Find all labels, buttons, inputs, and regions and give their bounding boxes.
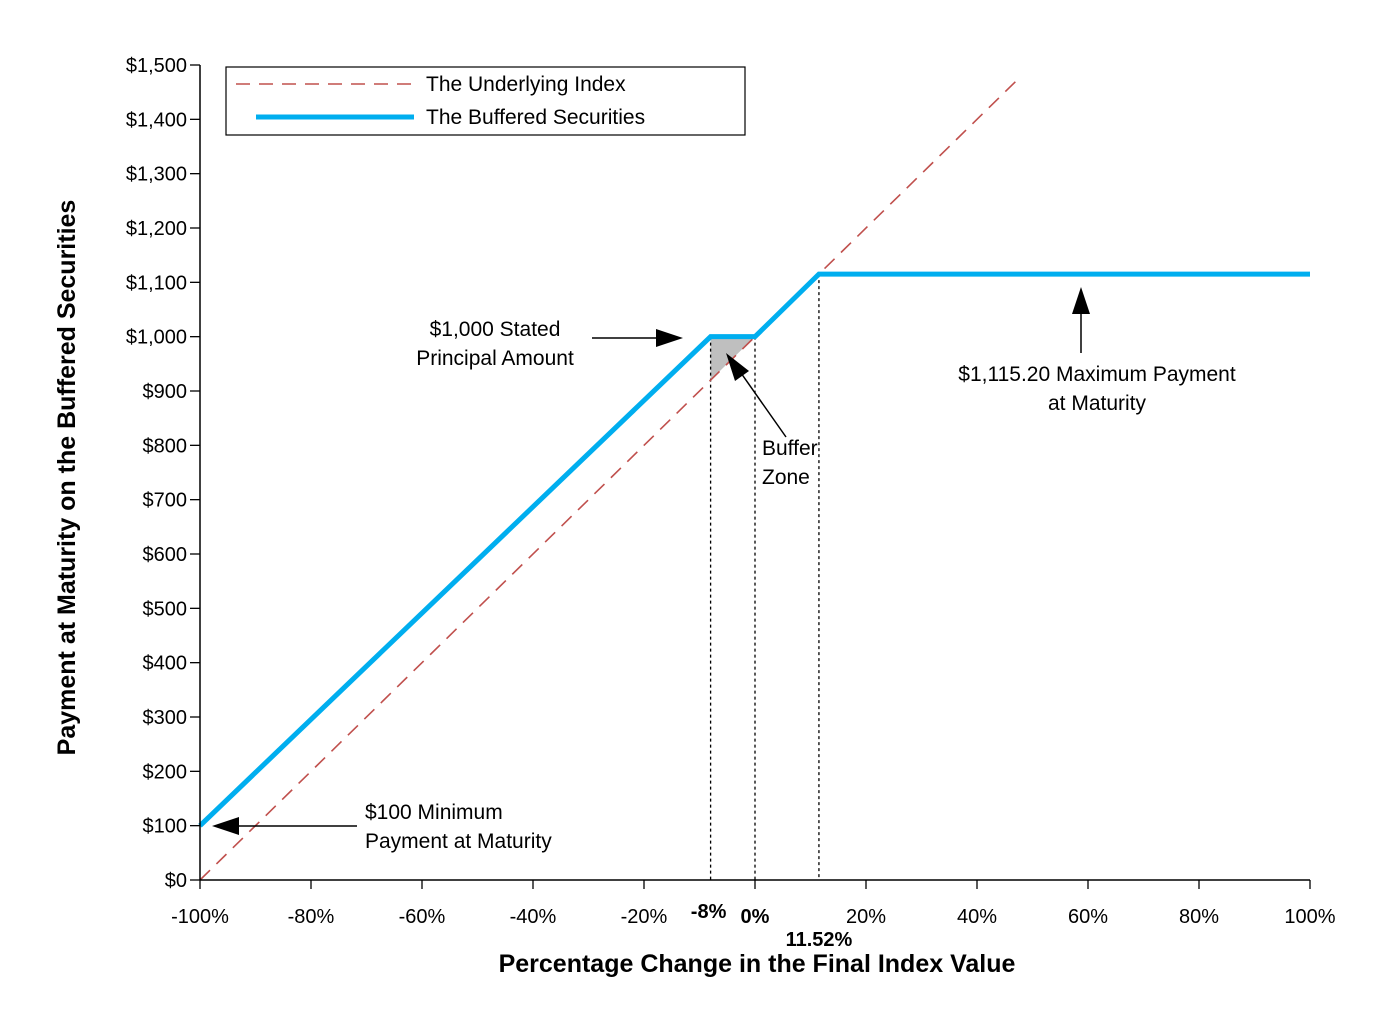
tick-labels: $0 $100 $200 $300 $400 $500 $600 $700 $800 $900 $1… (126, 55, 1336, 951)
x-tick-label: 60% (1068, 906, 1108, 928)
x-tick-label: 40% (957, 906, 997, 928)
arrow-max-payment (1072, 287, 1090, 353)
y-tick-label: $700 (143, 490, 188, 512)
annotation-max-payment-line2: at Maturity (1048, 392, 1147, 415)
y-tick-label: $800 (143, 435, 188, 457)
arrow-stated-principal (592, 329, 683, 347)
y-tick-label: $100 (143, 816, 188, 838)
x-tick-label: -20% (621, 906, 668, 928)
y-tick-label: $600 (143, 544, 188, 566)
annotation-buffer-zone-line1: Buffer (762, 437, 818, 460)
series-line-underlying-index (199, 78, 1020, 881)
legend: The Underlying Index The Buffered Securi… (225, 66, 746, 136)
x-tick-label: 20% (846, 906, 886, 928)
annotation-stated-principal-line1: $1,000 Stated (430, 318, 561, 341)
annotation-min-payment-line1: $100 Minimum (365, 801, 503, 824)
special-x-tick-label: 0% (741, 906, 770, 928)
axes (190, 64, 1311, 889)
legend-box (225, 66, 746, 136)
guide-lines (709, 274, 820, 880)
x-tick-label: -100% (171, 906, 229, 928)
special-x-tick-label: -8% (691, 901, 727, 923)
y-tick-label: $1,500 (126, 55, 187, 77)
annotation-stated-principal-line2: Principal Amount (416, 347, 574, 370)
x-tick-label: -80% (288, 906, 335, 928)
annotation-buffer-zone-line2: Zone (762, 466, 810, 489)
y-axis-title: Payment at Maturity on the Buffered Secu… (53, 200, 81, 756)
special-x-tick-label: 11.52% (786, 929, 853, 951)
y-tick-label: $500 (143, 598, 188, 620)
annotations: $1,000 Stated Principal Amount Buffer Zo… (212, 287, 1236, 853)
arrow-min-payment (212, 817, 357, 835)
arrow-buffer-zone (726, 353, 787, 438)
y-tick-label: $1,000 (126, 327, 187, 349)
y-tick-label: $1,300 (126, 164, 187, 186)
y-tick-label: $1,200 (126, 218, 187, 240)
y-tick-label: $1,100 (126, 272, 187, 294)
annotation-max-payment-line1: $1,115.20 Maximum Payment (958, 363, 1236, 386)
x-tick-label: -60% (399, 906, 446, 928)
y-tick-label: $1,400 (126, 109, 187, 131)
y-tick-label: $200 (143, 761, 188, 783)
x-tick-label: 80% (1179, 906, 1219, 928)
series-lines (198, 78, 1310, 881)
x-tick-label: -40% (510, 906, 557, 928)
y-tick-label: $300 (143, 707, 188, 729)
y-tick-label: $400 (143, 653, 188, 675)
legend-label-underlying: The Underlying Index (426, 73, 626, 96)
annotation-min-payment-line2: Payment at Maturity (365, 830, 552, 853)
x-axis-title: Percentage Change in the Final Index Val… (499, 950, 1016, 978)
series-line-buffered-securities (198, 271, 1310, 828)
x-tick-label: 100% (1284, 906, 1335, 928)
legend-label-buffered: The Buffered Securities (426, 106, 645, 129)
y-tick-label: $900 (143, 381, 188, 403)
y-tick-label: $0 (165, 870, 187, 892)
